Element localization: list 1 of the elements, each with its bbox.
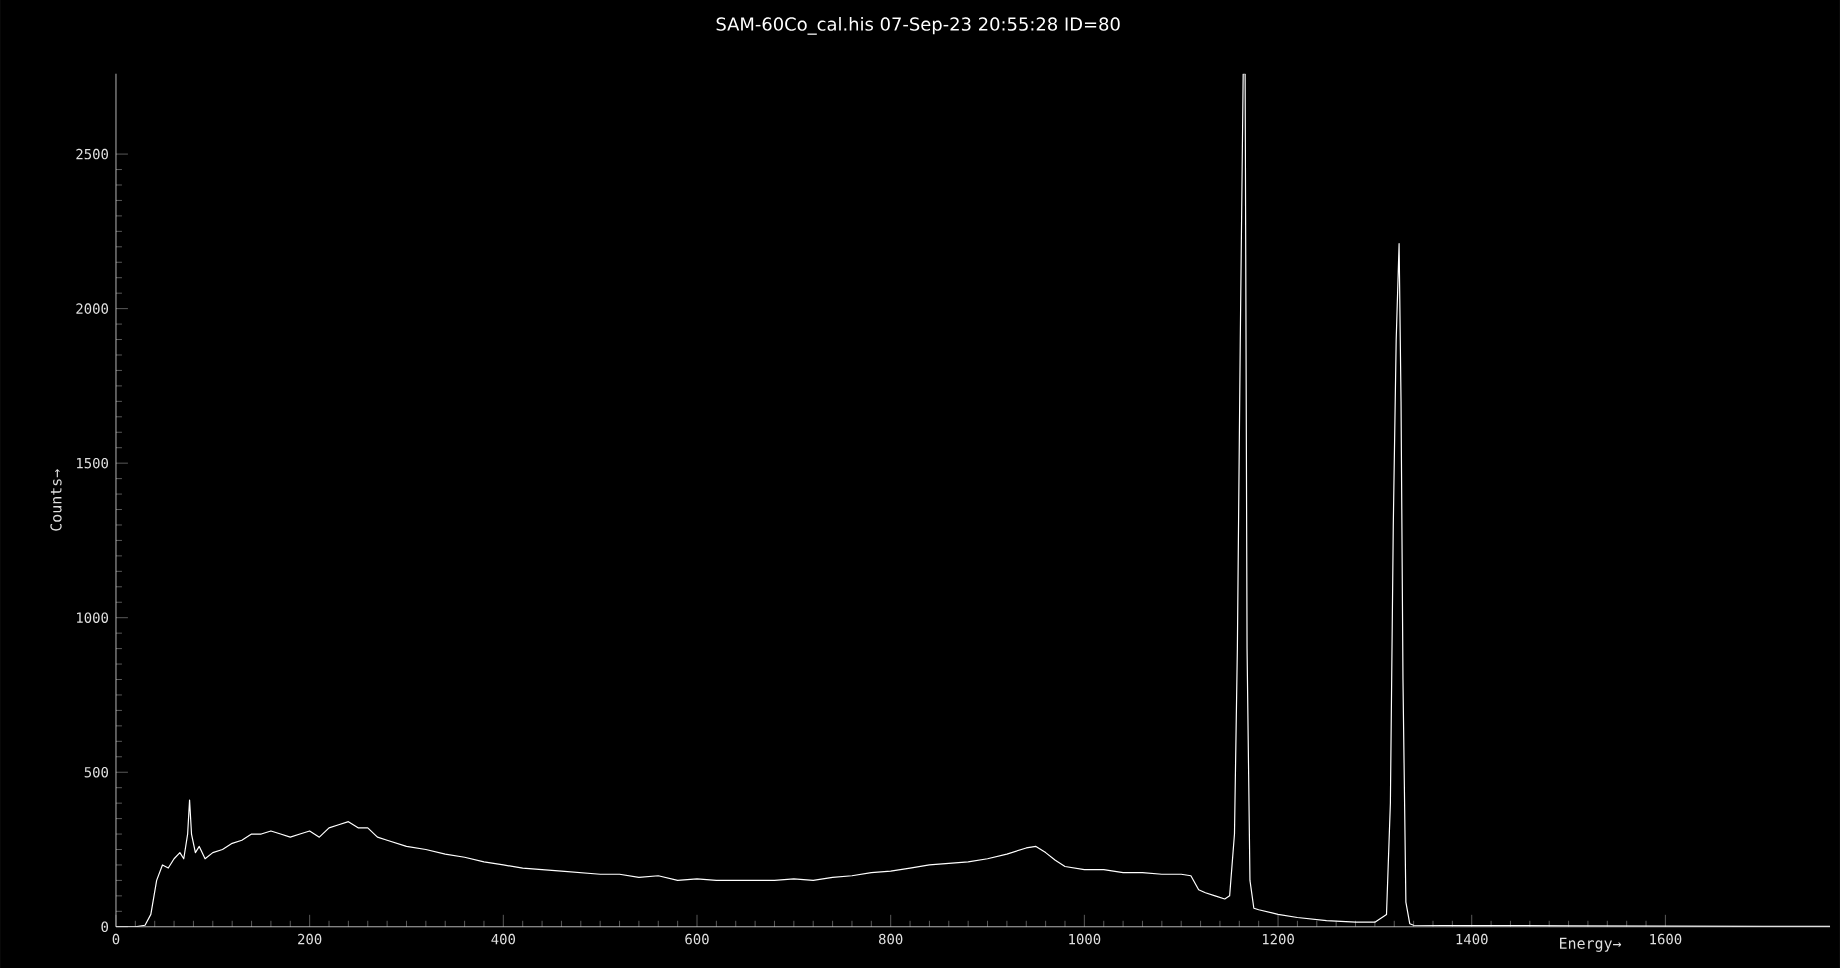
chart-title: SAM-60Co_cal.his 07-Sep-23 20:55:28 ID=80: [716, 16, 1120, 35]
